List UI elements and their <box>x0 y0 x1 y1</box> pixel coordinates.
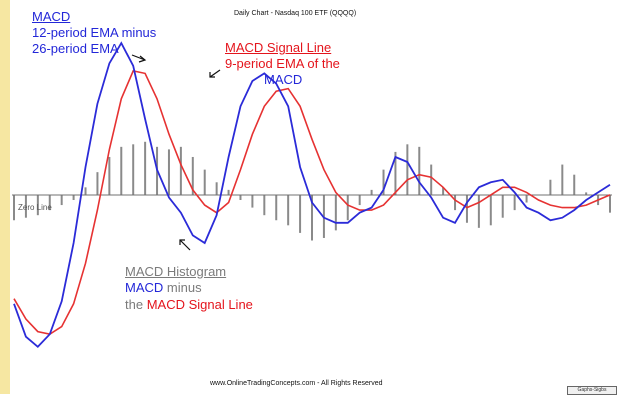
arrow-signal-label-head <box>209 72 215 78</box>
histogram-label-heading: MACD Histogram <box>125 264 227 279</box>
chart-title: Daily Chart - Nasdaq 100 ETF (QQQQ) <box>234 10 357 17</box>
arrow-macd-label-head <box>138 55 147 63</box>
signal-label-line-1: 9-period EMA of the <box>225 56 340 71</box>
arrow-signal-label <box>209 69 221 78</box>
left-margin-stripe <box>0 0 10 394</box>
histogram-line1-minus: minus <box>163 280 202 295</box>
macd-label-heading: MACD <box>32 9 71 24</box>
macd-label-line-1: 12-period EMA minus <box>32 25 157 40</box>
macd-label-line-2: 26-period EMA <box>32 41 119 56</box>
histogram-line2-the: the <box>125 297 147 312</box>
arrow-histogram-label-head <box>179 239 185 245</box>
arrow-macd-label <box>131 54 146 61</box>
histogram-line1-macd: MACD <box>125 280 164 295</box>
arrow-histogram-label <box>179 239 191 251</box>
signal-label-line-2: MACD <box>264 72 303 87</box>
signal-label-heading: MACD Signal Line <box>225 40 332 55</box>
histogram-label-line-1: MACD minus <box>125 280 202 295</box>
histogram-label-line-2: the MACD Signal Line <box>125 297 253 312</box>
histogram-layer <box>13 141 611 241</box>
histogram-line2-signal: MACD Signal Line <box>146 297 253 312</box>
series-line-macd <box>13 41 611 349</box>
copyright-footer: www.OnlineTradingConcepts.com - All Righ… <box>210 380 383 387</box>
annotation-arrows <box>131 54 221 251</box>
zero-line-label: Zero Line <box>18 203 52 212</box>
